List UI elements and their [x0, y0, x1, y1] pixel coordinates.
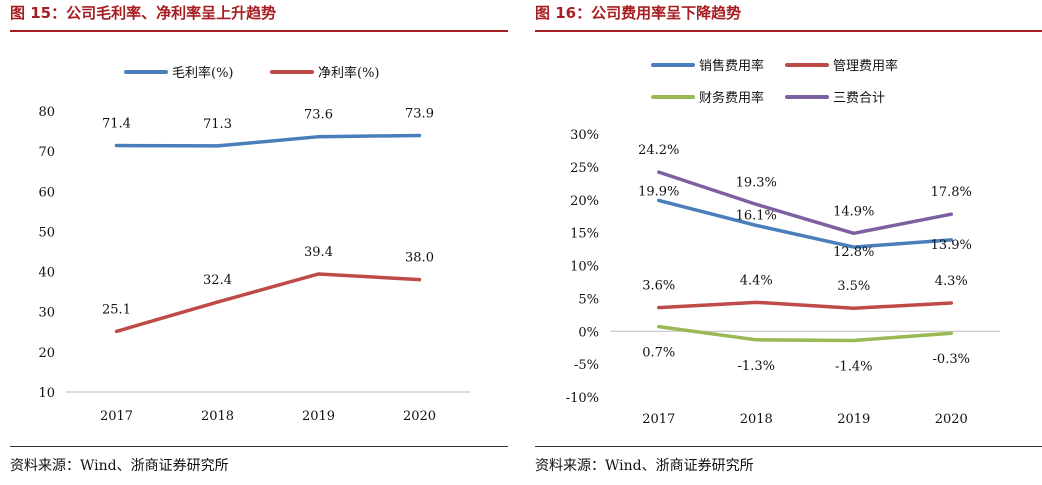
fig15-data-label: 71.3 [203, 117, 232, 132]
fig16-legend-label: 销售费用率 [699, 58, 764, 74]
fig16-y-tick-label: 25% [570, 161, 599, 176]
fig16-data-label: 24.2% [638, 143, 679, 158]
fig15-y-tick-label: 50 [38, 225, 55, 240]
fig15-data-label: 73.6 [304, 108, 333, 123]
fig16-y-tick-label: 20% [570, 194, 599, 209]
figure-15-top-rule [10, 30, 508, 32]
fig15-x-tick-label: 2018 [201, 409, 234, 424]
fig15-y-tick-label: 80 [38, 105, 55, 120]
fig16-series-line [657, 300, 953, 310]
fig16-series-line [657, 170, 953, 236]
figure-16-bottom-rule [535, 446, 1042, 447]
fig15-x-tick-label: 2019 [302, 409, 335, 424]
fig16-data-label: 17.8% [931, 185, 972, 200]
fig16-y-tick-label: 15% [570, 227, 599, 242]
fig16-data-label: -0.3% [933, 352, 970, 367]
fig16-data-label: 19.9% [638, 184, 679, 199]
fig15-x-tick-label: 2020 [403, 409, 436, 424]
figure-16-title: 图 16：公司费用率呈下降趋势 [535, 4, 742, 22]
fig16-y-tick-label: 10% [570, 260, 599, 275]
fig15-series-line [114, 272, 422, 334]
figure-16-panel: 图 16：公司费用率呈下降趋势 30% 25% 20% 15% 10% 5% 0% -5% -1… [525, 0, 1042, 485]
fig16-y-tick-label: -10% [566, 391, 599, 406]
fig16-data-label: 13.9% [931, 238, 972, 253]
fig15-data-label: 38.0 [405, 251, 434, 266]
fig15-y-tick-label: 40 [38, 266, 55, 281]
figure-16-chart: 30% 25% 20% 15% 10% 5% 0% -5% -10% 2017 2018 2019 20… [566, 58, 1000, 427]
fig16-data-label: 19.3% [736, 175, 777, 190]
fig15-y-tick-label: 60 [38, 185, 55, 200]
fig16-y-tick-label: 0% [578, 325, 599, 340]
fig15-data-label: 73.9 [405, 106, 434, 121]
fig15-y-tick-label: 20 [38, 346, 55, 361]
fig16-data-label: 3.6% [642, 279, 675, 294]
fig16-data-label: 4.4% [740, 273, 773, 288]
fig15-y-tick-label: 30 [38, 306, 55, 321]
fig15-series-line [114, 133, 422, 148]
fig15-data-label: 32.4 [203, 273, 232, 288]
fig16-legend-label: 三费合计 [833, 91, 885, 106]
fig16-x-tick-label: 2018 [740, 412, 773, 427]
figure-16-top-rule [535, 30, 1042, 32]
fig15-y-tick-label: 10 [38, 386, 55, 401]
fig15-legend-label: 毛利率(%) [172, 65, 234, 81]
fig15-data-label: 39.4 [304, 245, 333, 260]
fig16-data-label: 12.8% [833, 245, 874, 260]
figure-15-bottom-rule [10, 446, 508, 447]
figure-15-chart: 80 70 60 50 40 30 20 10 2017 2018 2019 2020 毛利率(%) 净利… [38, 65, 470, 424]
figure-15-source: 资料来源：Wind、浙商证券研究所 [10, 458, 229, 474]
fig16-y-tick-label: 30% [570, 128, 599, 143]
fig15-y-tick-label: 70 [38, 145, 55, 160]
figure-15-title: 图 15：公司毛利率、净利率呈上升趋势 [10, 4, 277, 22]
fig16-series-line [657, 198, 953, 249]
fig15-data-label: 71.4 [102, 117, 131, 132]
fig16-data-label: -1.3% [738, 359, 775, 374]
fig16-x-tick-label: 2020 [935, 412, 968, 427]
figure-16-source: 资料来源：Wind、浙商证券研究所 [535, 458, 754, 474]
fig16-x-tick-label: 2019 [837, 412, 870, 427]
fig15-x-tick-label: 2017 [100, 409, 133, 424]
fig15-legend-label: 净利率(%) [318, 65, 380, 81]
fig16-y-tick-label: 5% [578, 292, 599, 307]
fig16-legend-label: 财务费用率 [699, 90, 764, 106]
fig16-x-tick-label: 2017 [642, 412, 675, 427]
fig16-data-label: 16.1% [736, 208, 777, 223]
fig16-data-label: 14.9% [833, 204, 874, 219]
fig16-series-line [657, 324, 953, 343]
fig16-data-label: 0.7% [642, 346, 675, 361]
fig16-data-label: -1.4% [835, 359, 872, 374]
fig16-legend-label: 管理费用率 [833, 58, 898, 74]
fig15-data-label: 25.1 [102, 302, 131, 317]
fig16-data-label: 4.3% [935, 274, 968, 289]
fig16-data-label: 3.5% [837, 279, 870, 294]
figure-15-panel: 图 15：公司毛利率、净利率呈上升趋势 80 70 60 50 40 30 20 10 2017… [0, 0, 508, 485]
fig16-y-tick-label: -5% [574, 358, 599, 373]
